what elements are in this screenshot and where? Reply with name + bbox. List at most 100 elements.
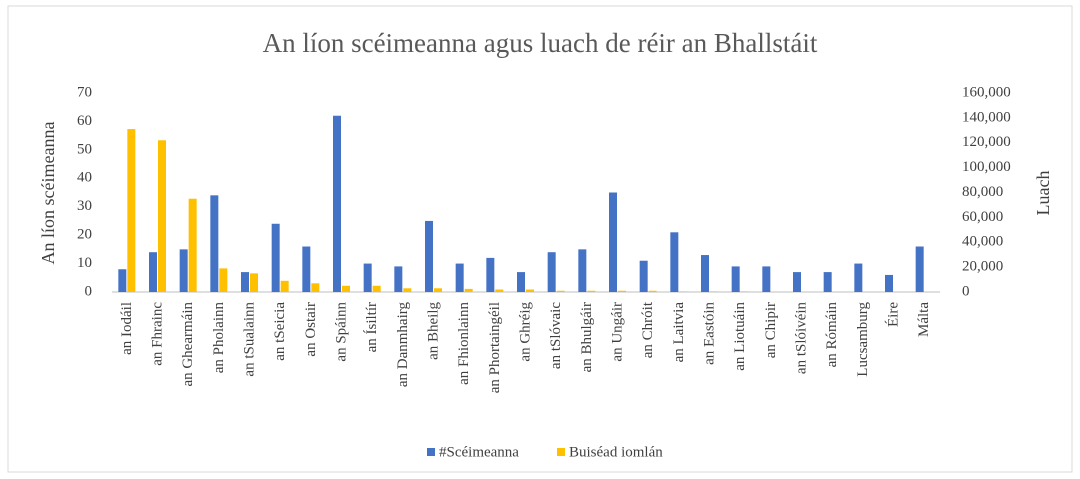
y-tick-label: 0	[85, 283, 93, 299]
x-tick-label: an Pholainn	[211, 302, 227, 374]
bar	[241, 272, 249, 292]
bar	[762, 266, 771, 292]
x-tick-label: Éire	[884, 302, 901, 327]
x-tick-label: Lucsamburg	[855, 302, 871, 377]
bar	[526, 289, 534, 292]
bar	[302, 246, 311, 292]
legend-swatch	[557, 448, 565, 456]
bar	[118, 269, 127, 292]
bar	[639, 260, 648, 292]
x-tick-label: Málta	[916, 302, 932, 337]
y2-tick-label: 140,000	[962, 109, 1011, 125]
bar	[127, 129, 136, 292]
y2-tick-label: 60,000	[962, 209, 1003, 225]
bar	[455, 263, 464, 292]
bar	[271, 223, 280, 292]
bar	[517, 272, 525, 292]
y-tick-label: 40	[77, 170, 92, 186]
bar	[149, 252, 157, 292]
bar	[547, 252, 556, 292]
bar	[464, 288, 473, 292]
legend-label: #Scéimeanna	[439, 444, 519, 460]
bar	[793, 272, 801, 292]
x-tick-label: an Liotuáin	[732, 302, 748, 371]
x-tick-label: an Danmhairg	[395, 302, 411, 388]
bar	[609, 192, 617, 292]
bar	[210, 195, 219, 292]
bar	[311, 283, 320, 292]
y2-tick-label: 80,000	[962, 184, 1003, 200]
legend-label: Buiséad iomlán	[569, 444, 663, 460]
y2-tick-label: 160,000	[962, 84, 1011, 100]
x-tick-label: an Spáinn	[333, 302, 349, 362]
bar	[701, 255, 709, 292]
bar	[333, 115, 341, 292]
x-tick-label: an Bheilg	[425, 302, 441, 360]
y-tick-label: 70	[77, 84, 92, 100]
x-tick-label: an Ungáir	[609, 302, 625, 362]
bar	[556, 290, 565, 292]
bar	[280, 280, 289, 292]
bar	[425, 220, 433, 292]
bar	[578, 249, 587, 292]
bar	[618, 290, 626, 292]
bar	[587, 290, 596, 292]
bar	[679, 291, 688, 292]
bar	[710, 291, 718, 292]
chart-border	[7, 5, 1073, 473]
bar	[885, 274, 893, 292]
y-tick-label: 10	[77, 255, 92, 271]
chart-title: An líon scéimeanna agus luach de réir an…	[263, 28, 818, 58]
bar	[219, 268, 228, 292]
x-tick-label: an tSlóivéin	[793, 302, 809, 375]
x-tick-label: an Laitvia	[671, 302, 687, 363]
bar	[648, 290, 657, 292]
x-tick-label: an Chróit	[640, 301, 656, 358]
y-tick-label: 50	[77, 141, 92, 157]
x-tick-label: an tSlóvaic	[548, 302, 564, 369]
bar	[434, 288, 442, 292]
y2-tick-label: 0	[962, 283, 970, 299]
x-tick-label: an Ghréig	[517, 302, 533, 362]
bar	[179, 249, 188, 292]
bar	[740, 291, 749, 292]
x-tick-label: an tSeicia	[272, 302, 288, 361]
x-tick-label: an Fhionlainn	[456, 302, 472, 385]
x-tick-label: an tSualainn	[241, 302, 257, 377]
bar	[394, 266, 403, 292]
x-tick-label: an Eastóin	[701, 302, 717, 365]
x-tick-label: an Fhrainc	[149, 302, 165, 366]
bar	[363, 263, 372, 292]
bar	[188, 198, 197, 292]
x-tick-label: an Phortaingéil	[487, 302, 503, 393]
bar	[670, 232, 679, 292]
y2-tick-label: 120,000	[962, 134, 1011, 150]
x-tick-label: an Bhulgáir	[579, 302, 595, 372]
bar	[731, 266, 740, 292]
bar	[486, 257, 495, 292]
bar	[342, 285, 350, 292]
y2-axis-title: Luach	[1033, 171, 1053, 216]
y-tick-label: 60	[77, 113, 92, 129]
y2-tick-label: 100,000	[962, 159, 1011, 175]
x-tick-label: an Rómáin	[824, 302, 840, 368]
y-tick-label: 20	[77, 227, 92, 243]
x-tick-label: an Ísiltír	[363, 302, 380, 352]
x-tick-label: an Ghearmáin	[180, 302, 196, 387]
x-tick-label: an Iodáil	[119, 302, 135, 355]
legend-swatch	[427, 448, 435, 456]
bar	[403, 288, 412, 292]
y2-tick-label: 40,000	[962, 234, 1003, 250]
bar	[915, 246, 924, 292]
bar	[250, 273, 258, 292]
bar	[495, 289, 504, 292]
bar	[823, 272, 832, 292]
y-axis-title: An líon scéimeanna	[38, 122, 58, 265]
x-tick-label: an Chipir	[763, 302, 779, 358]
y-tick-label: 30	[77, 198, 92, 214]
y2-tick-label: 20,000	[962, 259, 1003, 275]
bar	[854, 263, 863, 292]
bar	[372, 285, 381, 292]
